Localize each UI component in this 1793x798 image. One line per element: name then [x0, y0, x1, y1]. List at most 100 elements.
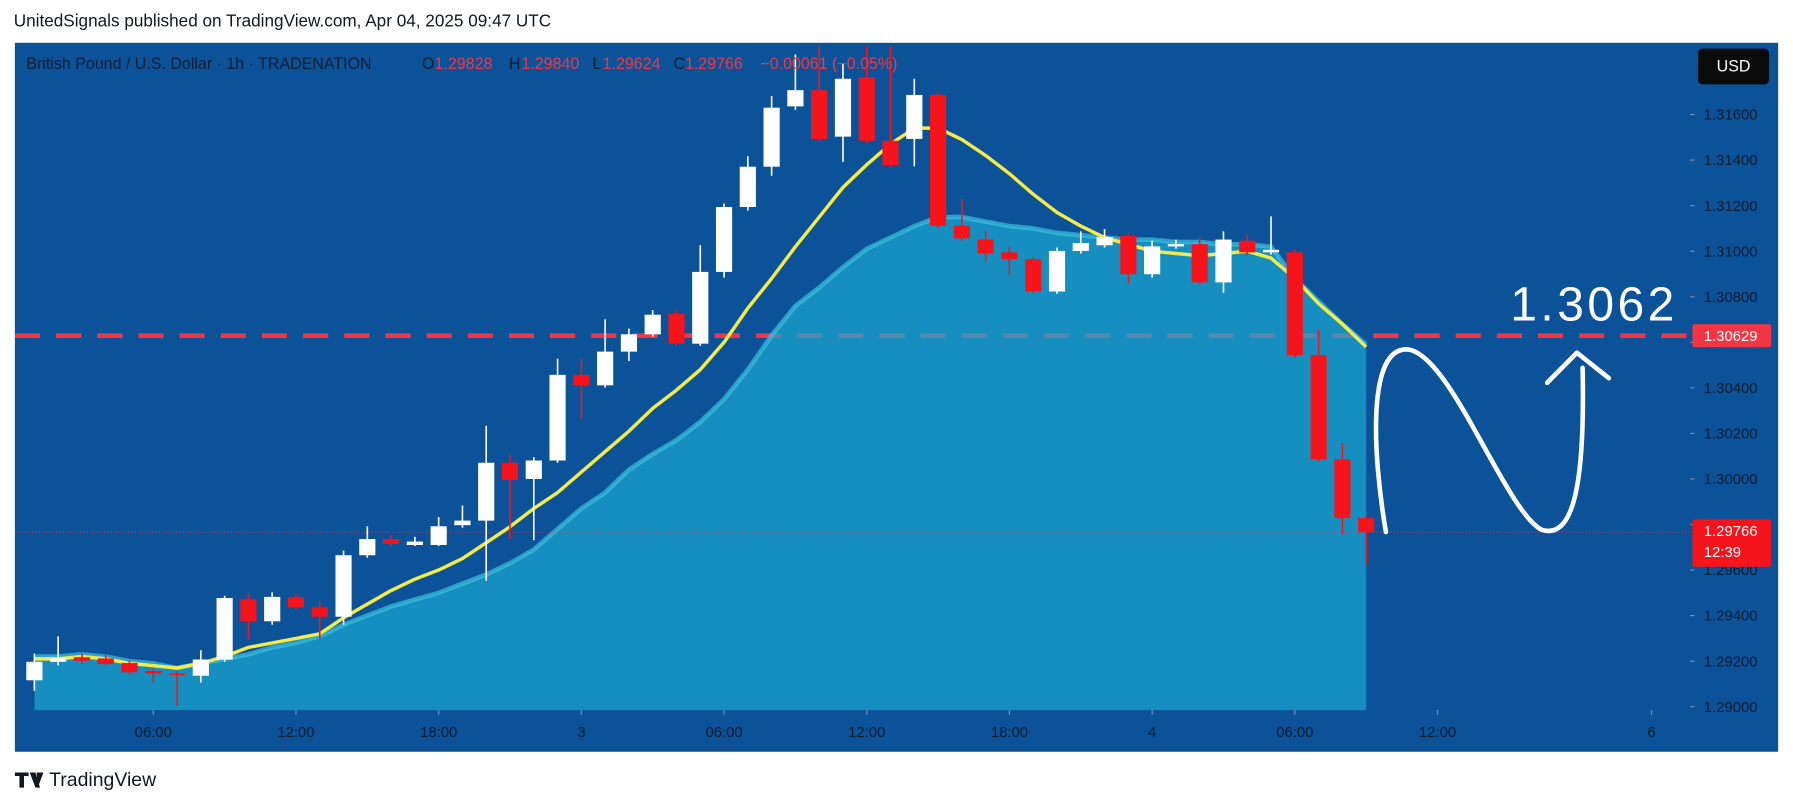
candle-body — [597, 351, 614, 386]
candle-body — [692, 271, 709, 344]
last-price-tag — [1692, 519, 1772, 567]
candle-body — [216, 598, 233, 660]
candle-body — [668, 313, 685, 344]
y-tick-label: 1.30000 — [1704, 471, 1758, 488]
candle-body — [1262, 249, 1280, 253]
y-tick-label: 1.31400 — [1704, 152, 1758, 169]
candle-body — [121, 662, 138, 673]
x-tick-label: 12:00 — [848, 724, 885, 741]
x-tick-label: 3 — [577, 724, 585, 741]
symbol-title: British Pound / U.S. Dollar · 1h · TRADE… — [26, 55, 371, 73]
legend-value: 1.29828 — [435, 55, 493, 73]
candle-body — [1358, 518, 1375, 533]
candle-body — [1001, 252, 1018, 260]
y-tick-label: 1.31000 — [1704, 243, 1758, 260]
candle-body — [383, 539, 400, 544]
legend-value: 1.29624 — [603, 55, 661, 73]
y-tick-label: 1.29200 — [1704, 653, 1758, 670]
countdown: 12:39 — [1704, 544, 1741, 561]
candle-body — [1072, 242, 1089, 251]
price-line-tag — [1692, 324, 1772, 348]
candle-body — [1144, 246, 1161, 275]
candle-body — [644, 314, 661, 335]
brand-logo — [14, 772, 44, 788]
last-price-label: 1.29766 — [1704, 523, 1758, 540]
legend-label: H — [509, 55, 521, 73]
x-tick-label: 6 — [1647, 724, 1655, 741]
candle-body — [73, 657, 91, 661]
x-tick-label: 12:00 — [277, 724, 314, 741]
x-tick-label: 06:00 — [705, 724, 742, 741]
legend-label: O — [422, 55, 434, 73]
candle-body — [50, 658, 67, 662]
candle-body — [1120, 235, 1137, 275]
candle-body — [1048, 250, 1066, 292]
candle-body — [882, 140, 899, 166]
candle-body — [454, 520, 471, 526]
currency-label[interactable]: USD — [1717, 57, 1751, 75]
candle-body — [549, 374, 566, 461]
candle-body — [715, 207, 733, 272]
y-tick-label: 1.31600 — [1704, 107, 1758, 124]
candle-body — [1239, 240, 1256, 253]
candle-body — [525, 460, 542, 479]
candle-body — [501, 462, 519, 481]
legend-label: C — [674, 55, 686, 73]
x-tick-label: 4 — [1148, 724, 1156, 741]
drawn-arrowhead — [1544, 350, 1612, 386]
candle-body — [763, 107, 780, 167]
candle-body — [1191, 244, 1208, 283]
candle-body — [953, 225, 970, 239]
legend-label: L — [592, 55, 601, 73]
candle-body — [287, 596, 305, 608]
annotation: 1.3062 — [1510, 277, 1677, 331]
y-tick-label: 1.30800 — [1704, 289, 1758, 306]
y-tick-label: 1.30200 — [1704, 425, 1758, 442]
candle-body — [1310, 355, 1327, 460]
attribution: UnitedSignals published on TradingView.c… — [14, 10, 551, 30]
candle-body — [240, 599, 257, 622]
candle-body — [573, 374, 590, 386]
x-tick-label: 18:00 — [991, 724, 1028, 741]
candle-body — [1334, 459, 1351, 519]
candle-body — [97, 658, 114, 665]
currency-button[interactable] — [1698, 48, 1769, 85]
y-tick-label: 1.29000 — [1704, 699, 1758, 716]
candle-body — [264, 596, 281, 622]
candle-body — [192, 659, 209, 676]
candle-body — [858, 77, 875, 141]
legend-value: 1.29840 — [521, 55, 579, 73]
candle-body — [787, 90, 804, 107]
legend-change: −0.00061 (−0.05%) — [760, 55, 897, 73]
drawn-curve — [1373, 346, 1586, 535]
y-tick-label: 1.30400 — [1704, 380, 1758, 397]
candle-body — [834, 78, 852, 137]
candle-body — [739, 166, 756, 208]
y-tick-label: 1.29400 — [1704, 608, 1758, 625]
candle-body — [311, 607, 328, 617]
candle-body — [977, 239, 994, 254]
candle-body — [930, 94, 947, 226]
candle-body — [1215, 239, 1232, 283]
candle-body — [1096, 237, 1113, 246]
x-tick-label: 06:00 — [135, 724, 172, 741]
candle-body — [1286, 252, 1303, 356]
x-tick-label: 18:00 — [420, 724, 457, 741]
area-fill — [34, 217, 1367, 711]
candle-body — [145, 670, 162, 674]
legend-value: 1.29766 — [685, 55, 743, 73]
candle-body — [906, 94, 923, 139]
candle-body — [406, 541, 423, 545]
brand: TradingView — [49, 769, 157, 791]
candle-body — [335, 555, 352, 617]
x-tick-label: 12:00 — [1419, 724, 1456, 741]
price-line-label: 1.30629 — [1704, 328, 1758, 345]
candle-body — [430, 526, 447, 545]
candle-body — [1167, 244, 1184, 247]
area-line — [34, 214, 1368, 671]
candle-body — [478, 462, 495, 521]
candle-body — [620, 334, 638, 352]
candle-body — [26, 661, 43, 681]
candle-body — [1025, 259, 1042, 292]
